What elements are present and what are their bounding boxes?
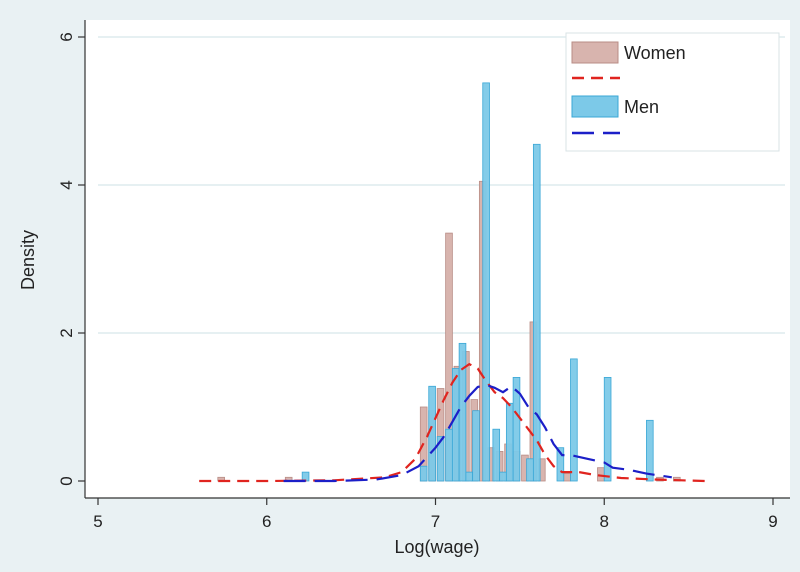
men-bar xyxy=(458,342,467,482)
men-bar xyxy=(451,368,460,482)
density-lines xyxy=(199,362,706,483)
men-bar xyxy=(603,376,612,482)
men-bar xyxy=(465,471,474,482)
legend-swatch-women xyxy=(571,41,619,64)
x-tick-label: 7 xyxy=(431,512,440,531)
men-bar xyxy=(419,465,428,482)
men-bar xyxy=(526,458,534,482)
y-axis-label: Density xyxy=(18,230,38,290)
legend-swatch-men xyxy=(571,95,619,118)
men-bar xyxy=(646,419,654,482)
women-bar xyxy=(563,473,571,482)
men-density-line xyxy=(283,383,672,483)
x-tick-label: 5 xyxy=(93,512,102,531)
legend-label-women: Women xyxy=(624,43,686,63)
y-tick-label: 4 xyxy=(57,180,76,189)
legend-label-men: Men xyxy=(624,97,659,117)
y-tick-label: 6 xyxy=(57,32,76,41)
men-bar xyxy=(482,82,490,482)
x-tick-label: 6 xyxy=(262,512,271,531)
legend: Women Men xyxy=(565,32,780,152)
men-bar xyxy=(428,385,436,482)
men-bar xyxy=(499,471,507,482)
men-bar xyxy=(492,428,501,482)
men-bar xyxy=(556,447,565,482)
men-bar xyxy=(570,358,578,482)
x-axis-label: Log(wage) xyxy=(394,537,479,557)
men-bar xyxy=(505,402,514,482)
y-tick-label: 0 xyxy=(57,476,76,485)
x-tick-label: 8 xyxy=(600,512,609,531)
men-bar xyxy=(512,376,521,482)
men-bar xyxy=(436,436,445,482)
y-tick-label: 2 xyxy=(57,328,76,337)
x-tick-label: 9 xyxy=(768,512,777,531)
men-bar xyxy=(532,143,541,482)
men-bar xyxy=(472,410,480,482)
axes: 5 6 7 8 9 0 2 4 6 xyxy=(57,20,790,531)
men-bar xyxy=(445,428,453,482)
histogram-bars xyxy=(217,82,681,482)
